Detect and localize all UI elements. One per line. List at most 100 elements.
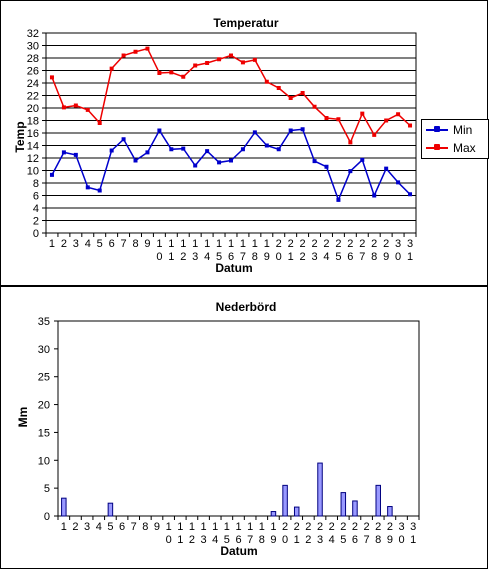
x-tick-label-31-tens: 3 — [407, 238, 413, 250]
point-max-28 — [372, 132, 377, 137]
y-axis-label: Temp — [13, 121, 27, 152]
point-max-21 — [288, 96, 293, 100]
point-max-31 — [408, 123, 413, 128]
x-tick-label-30-tens: 3 — [395, 238, 401, 250]
x-tick-label-29-tens: 2 — [387, 521, 393, 533]
point-min-21 — [288, 128, 293, 133]
x-tick-label-6: 6 — [119, 521, 125, 533]
x-tick-label-17-ones: 7 — [247, 534, 253, 546]
x-tick-label-30-tens: 3 — [398, 521, 404, 533]
x-tick-label-23-tens: 2 — [311, 238, 317, 250]
point-min-18 — [252, 130, 257, 135]
x-tick-label-12-ones: 2 — [189, 534, 195, 546]
x-tick-label-9: 9 — [154, 521, 160, 533]
point-min-2 — [61, 150, 66, 155]
x-tick-label-25-tens: 2 — [340, 521, 346, 533]
x-tick-label-25-tens: 2 — [335, 238, 341, 250]
x-tick-label-11-tens: 1 — [177, 521, 183, 533]
x-tick-label-25-ones: 5 — [335, 251, 341, 263]
point-min-3 — [73, 152, 78, 157]
x-tick-label-26-tens: 2 — [352, 521, 358, 533]
x-tick-label-26-ones: 6 — [347, 251, 353, 263]
y-tick-label-20: 20 — [27, 103, 39, 115]
x-tick-label-19-ones: 9 — [264, 251, 270, 263]
x-tick-label-30-ones: 0 — [395, 251, 401, 263]
point-max-9 — [145, 46, 150, 51]
legend-label-min: Min — [453, 123, 473, 137]
x-tick-label-15-tens: 1 — [224, 521, 230, 533]
y-tick-label-32: 32 — [27, 28, 39, 40]
x-tick-label-20-tens: 2 — [282, 521, 288, 533]
plot-area — [57, 320, 420, 517]
point-min-5 — [97, 188, 102, 193]
point-max-4 — [85, 107, 90, 112]
x-tick-label-19-tens: 1 — [264, 238, 270, 250]
x-tick-label-13-ones: 3 — [201, 534, 207, 546]
point-min-19 — [264, 143, 269, 148]
bar-1 — [61, 497, 67, 517]
bar-26 — [352, 500, 358, 517]
y-axis-label: Mm — [16, 407, 30, 428]
x-tick-label-22-ones: 2 — [300, 251, 306, 263]
point-max-14 — [205, 61, 210, 65]
x-tick-label-26-ones: 6 — [352, 534, 358, 546]
point-max-12 — [181, 74, 186, 79]
x-tick-label-15-ones: 5 — [224, 534, 230, 546]
series-line-min — [51, 128, 411, 202]
x-tick-label-28-ones: 8 — [375, 534, 381, 546]
x-tick-label-19-ones: 9 — [270, 534, 276, 546]
x-tick-label-28-tens: 2 — [375, 521, 381, 533]
bar-21 — [293, 506, 300, 517]
x-tick-label-19-tens: 1 — [270, 521, 276, 533]
x-tick-label-10-tens: 1 — [166, 521, 172, 533]
point-max-19 — [264, 79, 269, 84]
y-tick-label-30: 30 — [38, 344, 50, 356]
temperature-chart: Temperatur Datum Temp 024681012141618202… — [13, 16, 417, 275]
x-tick-label-17-ones: 7 — [240, 251, 246, 263]
x-tick-label-6: 6 — [109, 238, 115, 250]
x-tick-label-14-tens: 1 — [212, 521, 218, 533]
point-min-23 — [312, 159, 317, 164]
x-tick-label-13-tens: 1 — [201, 521, 207, 533]
x-tick-label-28-ones: 8 — [371, 251, 377, 263]
x-tick-label-29-ones: 9 — [387, 534, 393, 546]
point-max-27 — [360, 111, 365, 116]
y-tick-label-6: 6 — [33, 191, 39, 203]
point-max-11 — [169, 70, 174, 75]
x-tick-label-10-ones: 0 — [156, 251, 162, 263]
point-min-13 — [193, 163, 198, 168]
x-tick-label-18-ones: 8 — [259, 534, 265, 546]
point-min-12 — [181, 146, 186, 151]
point-min-10 — [157, 128, 162, 133]
x-tick-label-12-ones: 2 — [180, 251, 186, 263]
x-tick-label-8: 8 — [132, 238, 138, 250]
legend-label-max: Max — [453, 141, 476, 155]
y-tick-label-4: 4 — [33, 203, 39, 215]
x-tick-label-24-tens: 2 — [329, 521, 335, 533]
bar-23 — [317, 462, 323, 517]
point-min-17 — [240, 147, 245, 152]
point-max-17 — [240, 60, 245, 65]
y-tick-label-15: 15 — [38, 427, 50, 439]
point-min-16 — [229, 158, 233, 163]
y-tick-label-30: 30 — [27, 41, 39, 53]
point-min-11 — [169, 147, 174, 152]
y-tick-label-5: 5 — [44, 483, 50, 495]
x-tick-label-16-tens: 1 — [228, 238, 234, 250]
x-tick-label-20-ones: 0 — [276, 251, 282, 263]
x-tick-label-1: 1 — [49, 238, 55, 250]
point-max-22 — [300, 91, 305, 95]
point-min-22 — [300, 127, 305, 132]
y-tick-label-2: 2 — [33, 216, 39, 228]
x-tick-label-2: 2 — [61, 238, 67, 250]
point-min-1 — [49, 172, 54, 177]
x-tick-label-5: 5 — [97, 238, 103, 250]
x-tick-label-13-tens: 1 — [192, 238, 198, 250]
y-tick-label-8: 8 — [33, 178, 39, 190]
y-tick-label-26: 26 — [27, 66, 39, 78]
y-tick-label-20: 20 — [38, 400, 50, 412]
x-tick-label-29-tens: 2 — [383, 238, 389, 250]
x-tick-label-31-ones: 1 — [407, 251, 413, 263]
x-tick-label-28-tens: 2 — [371, 238, 377, 250]
